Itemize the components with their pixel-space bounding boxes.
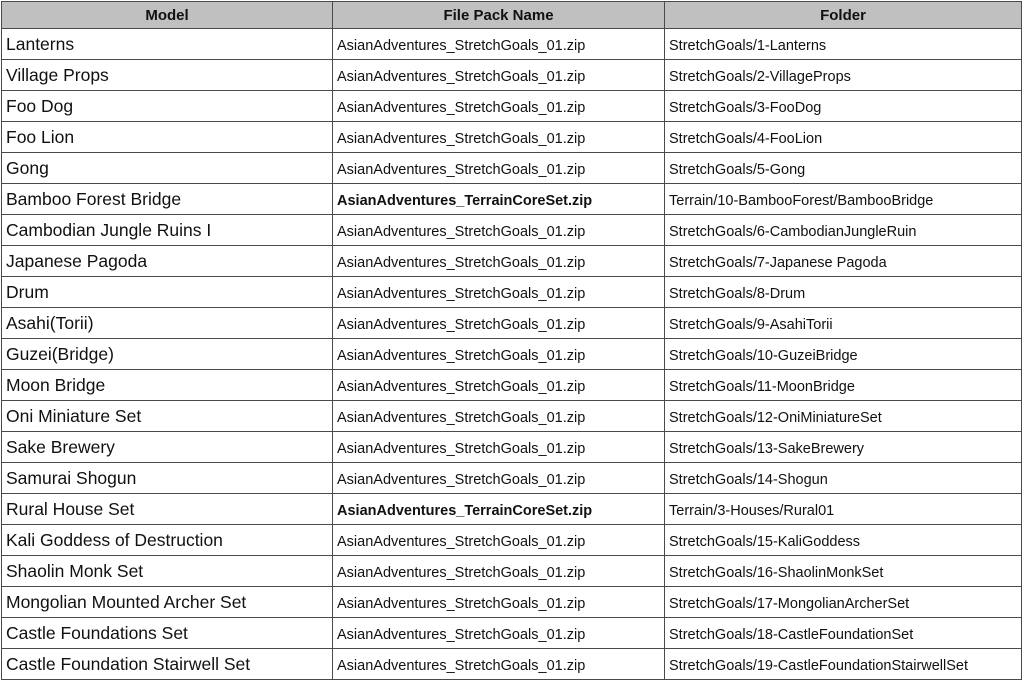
model-cell: Asahi(Torii) xyxy=(1,307,333,339)
file-pack-cell: AsianAdventures_StretchGoals_01.zip xyxy=(332,90,665,122)
table-row: Asahi(Torii) AsianAdventures_StretchGoals… xyxy=(1,307,1022,339)
file-pack-cell: AsianAdventures_StretchGoals_01.zip xyxy=(332,307,665,339)
table-row: Castle Foundation Stairwell Set AsianAdve… xyxy=(1,648,1022,680)
file-pack-cell: AsianAdventures_StretchGoals_01.zip xyxy=(332,369,665,401)
table-row: Bamboo Forest Bridge AsianAdventures_Terr… xyxy=(1,183,1022,215)
model-cell: Castle Foundations Set xyxy=(1,617,333,649)
file-pack-cell: AsianAdventures_StretchGoals_01.zip xyxy=(332,214,665,246)
table-row: Sake Brewery AsianAdventures_StretchGoals… xyxy=(1,431,1022,463)
table-row: Guzei(Bridge) AsianAdventures_StretchGoal… xyxy=(1,338,1022,370)
table-row: Lanterns AsianAdventures_StretchGoals_01.… xyxy=(1,28,1022,60)
model-cell: Guzei(Bridge) xyxy=(1,338,333,370)
model-cell: Castle Foundation Stairwell Set xyxy=(1,648,333,680)
file-pack-cell: AsianAdventures_StretchGoals_01.zip xyxy=(332,121,665,153)
file-pack-cell: AsianAdventures_StretchGoals_01.zip xyxy=(332,555,665,587)
folder-cell: StretchGoals/10-GuzeiBridge xyxy=(664,338,1022,370)
model-cell: Cambodian Jungle Ruins I xyxy=(1,214,333,246)
file-pack-cell: AsianAdventures_StretchGoals_01.zip xyxy=(332,586,665,618)
file-pack-cell: AsianAdventures_StretchGoals_01.zip xyxy=(332,28,665,60)
table-row: Drum AsianAdventures_StretchGoals_01.zip S… xyxy=(1,276,1022,308)
folder-cell: StretchGoals/8-Drum xyxy=(664,276,1022,308)
folder-cell: StretchGoals/4-FooLion xyxy=(664,121,1022,153)
table-row: Japanese Pagoda AsianAdventures_StretchGo… xyxy=(1,245,1022,277)
model-cell: Mongolian Mounted Archer Set xyxy=(1,586,333,618)
table-row: Shaolin Monk Set AsianAdventures_StretchG… xyxy=(1,555,1022,587)
folder-cell: StretchGoals/13-SakeBrewery xyxy=(664,431,1022,463)
table-row: Castle Foundations Set AsianAdventures_St… xyxy=(1,617,1022,649)
model-cell: Japanese Pagoda xyxy=(1,245,333,277)
model-cell: Samurai Shogun xyxy=(1,462,333,494)
table-row: Rural House Set AsianAdventures_TerrainCo… xyxy=(1,493,1022,525)
header-model: Model xyxy=(1,1,333,29)
model-cell: Village Props xyxy=(1,59,333,91)
model-cell: Foo Lion xyxy=(1,121,333,153)
file-pack-cell: AsianAdventures_StretchGoals_01.zip xyxy=(332,276,665,308)
model-cell: Sake Brewery xyxy=(1,431,333,463)
file-pack-cell: AsianAdventures_StretchGoals_01.zip xyxy=(332,245,665,277)
folder-cell: StretchGoals/16-ShaolinMonkSet xyxy=(664,555,1022,587)
folder-cell: StretchGoals/15-KaliGoddess xyxy=(664,524,1022,556)
model-cell: Drum xyxy=(1,276,333,308)
file-pack-cell: AsianAdventures_TerrainCoreSet.zip xyxy=(332,183,665,215)
folder-cell: StretchGoals/11-MoonBridge xyxy=(664,369,1022,401)
file-pack-cell: AsianAdventures_StretchGoals_01.zip xyxy=(332,338,665,370)
file-pack-cell: AsianAdventures_StretchGoals_01.zip xyxy=(332,462,665,494)
model-cell: Rural House Set xyxy=(1,493,333,525)
table-row: Foo Lion AsianAdventures_StretchGoals_01.… xyxy=(1,121,1022,153)
table-row: Gong AsianAdventures_StretchGoals_01.zip S… xyxy=(1,152,1022,184)
file-pack-cell: AsianAdventures_StretchGoals_01.zip xyxy=(332,648,665,680)
table-row: Mongolian Mounted Archer Set AsianAdventu… xyxy=(1,586,1022,618)
table-row: Foo Dog AsianAdventures_StretchGoals_01.z… xyxy=(1,90,1022,122)
model-cell: Foo Dog xyxy=(1,90,333,122)
folder-cell: StretchGoals/1-Lanterns xyxy=(664,28,1022,60)
folder-cell: Terrain/3-Houses/Rural01 xyxy=(664,493,1022,525)
folder-cell: StretchGoals/14-Shogun xyxy=(664,462,1022,494)
folder-cell: Terrain/10-BambooForest/BambooBridge xyxy=(664,183,1022,215)
model-cell: Moon Bridge xyxy=(1,369,333,401)
folder-cell: StretchGoals/6-CambodianJungleRuin xyxy=(664,214,1022,246)
folder-cell: StretchGoals/12-OniMiniatureSet xyxy=(664,400,1022,432)
file-pack-cell: AsianAdventures_StretchGoals_01.zip xyxy=(332,617,665,649)
table-row: Oni Miniature Set AsianAdventures_Stretch… xyxy=(1,400,1022,432)
table-row: Samurai Shogun AsianAdventures_StretchGoa… xyxy=(1,462,1022,494)
model-cell: Lanterns xyxy=(1,28,333,60)
file-pack-cell: AsianAdventures_StretchGoals_01.zip xyxy=(332,524,665,556)
folder-cell: StretchGoals/19-CastleFoundationStairwel… xyxy=(664,648,1022,680)
table-row: Cambodian Jungle Ruins I AsianAdventures_… xyxy=(1,214,1022,246)
file-pack-cell: AsianAdventures_TerrainCoreSet.zip xyxy=(332,493,665,525)
model-cell: Oni Miniature Set xyxy=(1,400,333,432)
header-folder: Folder xyxy=(664,1,1022,29)
file-pack-cell: AsianAdventures_StretchGoals_01.zip xyxy=(332,59,665,91)
file-pack-cell: AsianAdventures_StretchGoals_01.zip xyxy=(332,152,665,184)
folder-cell: StretchGoals/17-MongolianArcherSet xyxy=(664,586,1022,618)
header-file-pack-name: File Pack Name xyxy=(332,1,665,29)
folder-cell: StretchGoals/2-VillageProps xyxy=(664,59,1022,91)
folder-cell: StretchGoals/9-AsahiTorii xyxy=(664,307,1022,339)
folder-cell: StretchGoals/7-Japanese Pagoda xyxy=(664,245,1022,277)
table-row: Village Props AsianAdventures_StretchGoal… xyxy=(1,59,1022,91)
model-cell: Kali Goddess of Destruction xyxy=(1,524,333,556)
folder-cell: StretchGoals/5-Gong xyxy=(664,152,1022,184)
model-cell: Shaolin Monk Set xyxy=(1,555,333,587)
model-cell: Bamboo Forest Bridge xyxy=(1,183,333,215)
header-row: Model File Pack Name Folder xyxy=(1,1,1022,29)
table-row: Kali Goddess of Destruction AsianAdventur… xyxy=(1,524,1022,556)
file-pack-cell: AsianAdventures_StretchGoals_01.zip xyxy=(332,431,665,463)
file-pack-cell: AsianAdventures_StretchGoals_01.zip xyxy=(332,400,665,432)
table-row: Moon Bridge AsianAdventures_StretchGoals_… xyxy=(1,369,1022,401)
model-cell: Gong xyxy=(1,152,333,184)
folder-cell: StretchGoals/3-FooDog xyxy=(664,90,1022,122)
folder-cell: StretchGoals/18-CastleFoundationSet xyxy=(664,617,1022,649)
